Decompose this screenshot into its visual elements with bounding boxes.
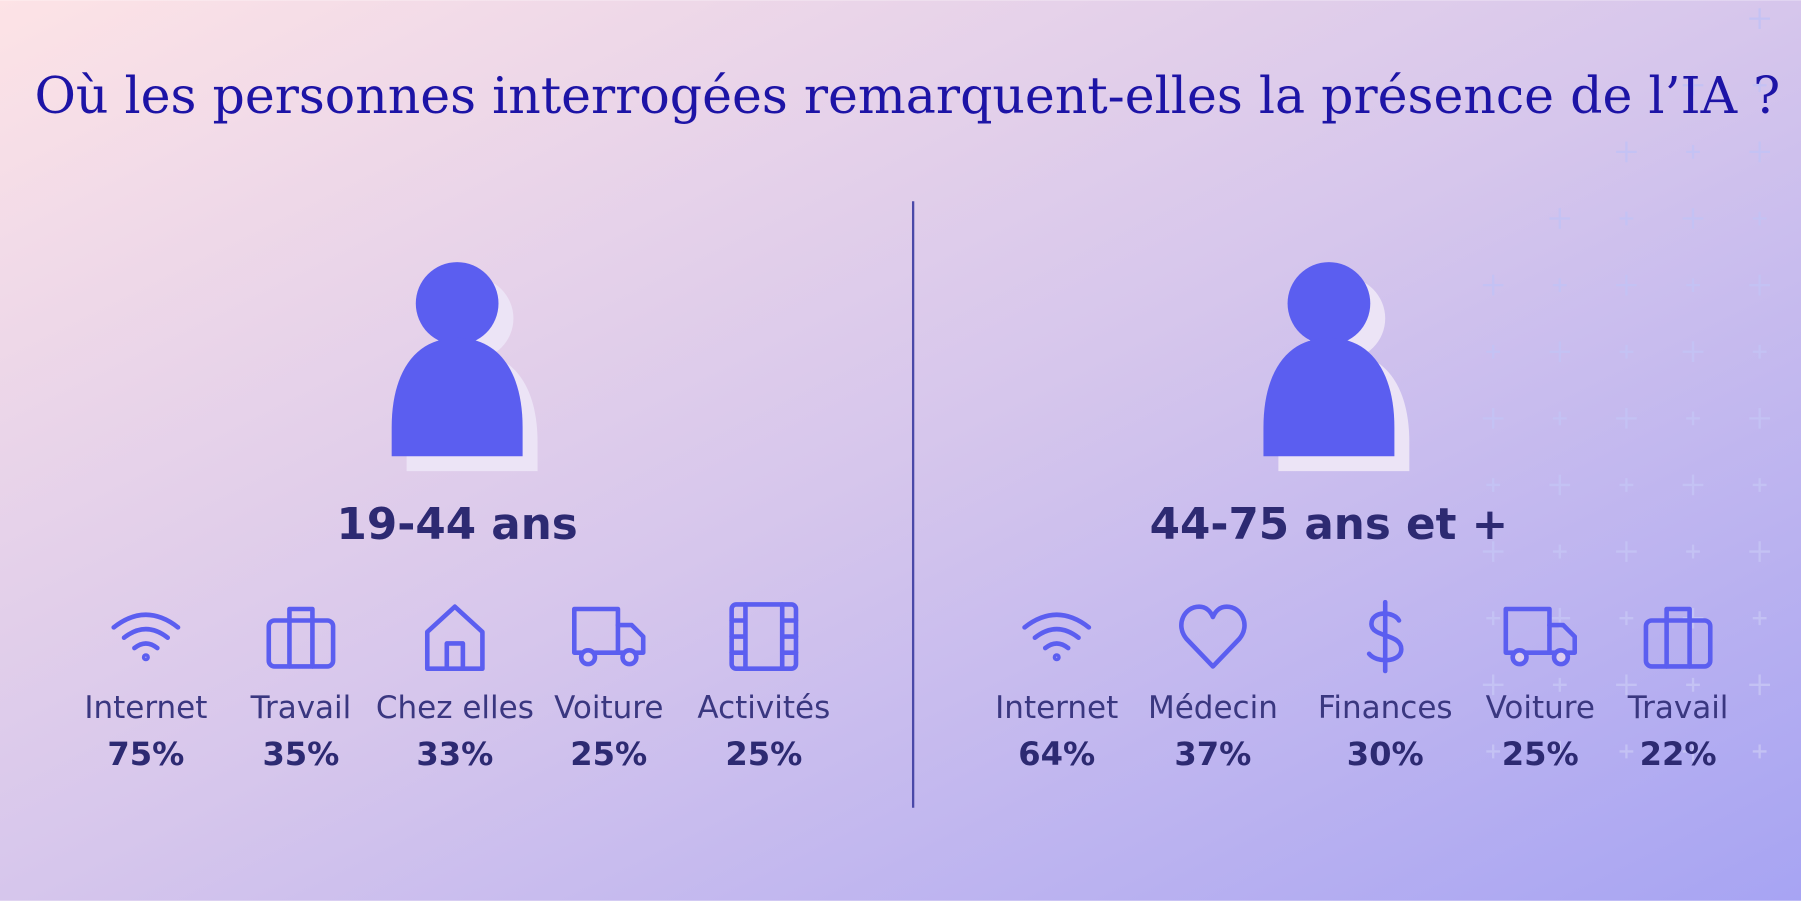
- plus-sign: [1482, 408, 1504, 429]
- item-label: Travail: [250, 690, 352, 726]
- plus-sign: [1549, 741, 1571, 762]
- plus-sign: [1749, 674, 1770, 696]
- item-value: 75%: [107, 735, 184, 773]
- person-body: [1263, 337, 1395, 457]
- plus-sign: [1752, 744, 1767, 759]
- plus-sign: [1486, 344, 1501, 359]
- item-value: 37%: [1174, 735, 1251, 773]
- plus-sign: [1482, 674, 1504, 696]
- plus-sign: [1616, 274, 1637, 296]
- title: Où les personnes interrogées remarquent-…: [34, 66, 1780, 125]
- plus-sign: [1486, 744, 1501, 759]
- plus-sign: [1682, 341, 1704, 363]
- item-label: Voiture: [554, 690, 663, 726]
- plus-sign: [1686, 677, 1700, 692]
- plus-sign: [1749, 8, 1770, 29]
- item-label: Voiture: [1486, 690, 1595, 726]
- plus-sign: [1749, 541, 1770, 562]
- person-body: [391, 337, 523, 457]
- decoration: [1482, 8, 1770, 762]
- group-label: 19-44 ans: [337, 499, 578, 550]
- plus-sign: [1486, 478, 1501, 492]
- plus-sign: [1482, 541, 1504, 562]
- plus-sign: [1552, 411, 1567, 426]
- item-label: Internet: [84, 690, 207, 726]
- item-label: Travail: [1627, 690, 1729, 726]
- plus-sign: [1552, 677, 1567, 692]
- age-group: 44-75 ans et + Internet 64% Médecin 37% Finan…: [995, 262, 1728, 773]
- plus-sign: [1616, 408, 1637, 429]
- plus-sign: [1619, 611, 1634, 626]
- plus-sign: [1686, 278, 1700, 292]
- plus-sign: [1552, 278, 1567, 292]
- item-value: 25%: [725, 735, 802, 773]
- plus-sign: [1619, 344, 1634, 359]
- plus-sign: [1616, 674, 1637, 696]
- plus-sign: [1749, 274, 1770, 296]
- age-group: 19-44 ans Internet 75% Travail 35% Chez elles…: [84, 262, 830, 773]
- plus-sign: [1749, 408, 1770, 429]
- plus-sign: [1686, 544, 1700, 559]
- plus-sign: [1616, 541, 1637, 562]
- plus-sign: [1486, 611, 1501, 626]
- plus-sign: [1682, 74, 1704, 96]
- item-label: Chez elles: [376, 690, 534, 726]
- content: 19-44 ans Internet 75% Travail 35% Chez elles…: [84, 262, 1728, 773]
- plus-sign: [1619, 744, 1634, 759]
- plus-sign: [1549, 474, 1571, 496]
- plus-sign: [1752, 78, 1767, 93]
- plus-sign: [1549, 208, 1571, 229]
- person-head: [1287, 262, 1371, 345]
- item-value: 30%: [1347, 735, 1424, 773]
- plus-sign: [1752, 611, 1767, 626]
- plus-sign: [1752, 478, 1767, 492]
- item-label: Activités: [697, 690, 830, 726]
- item-value: 22%: [1640, 735, 1717, 773]
- item-value: 35%: [262, 735, 339, 773]
- item-label: Médecin: [1148, 690, 1278, 726]
- plus-sign: [1752, 344, 1767, 359]
- plus-sign: [1686, 144, 1700, 159]
- plus-sign: [1619, 211, 1634, 226]
- item-label: Internet: [995, 690, 1118, 726]
- item-value: 25%: [570, 735, 647, 773]
- plus-sign: [1482, 274, 1504, 296]
- plus-sign: [1619, 478, 1634, 492]
- plus-sign: [1682, 208, 1704, 229]
- plus-sign: [1686, 411, 1700, 426]
- group-label: 44-75 ans et +: [1150, 499, 1509, 550]
- plus-sign: [1752, 211, 1767, 226]
- plus-sign: [1682, 741, 1704, 762]
- item-value: 33%: [416, 735, 493, 773]
- plus-sign: [1616, 141, 1637, 163]
- plus-sign: [1682, 474, 1704, 496]
- plus-sign: [1549, 341, 1571, 363]
- item-value: 25%: [1502, 735, 1579, 773]
- plus-sign: [1749, 141, 1770, 163]
- person-head: [415, 262, 499, 345]
- plus-sign: [1552, 544, 1567, 559]
- item-label: Finances: [1318, 690, 1453, 726]
- item-value: 64%: [1018, 735, 1095, 773]
